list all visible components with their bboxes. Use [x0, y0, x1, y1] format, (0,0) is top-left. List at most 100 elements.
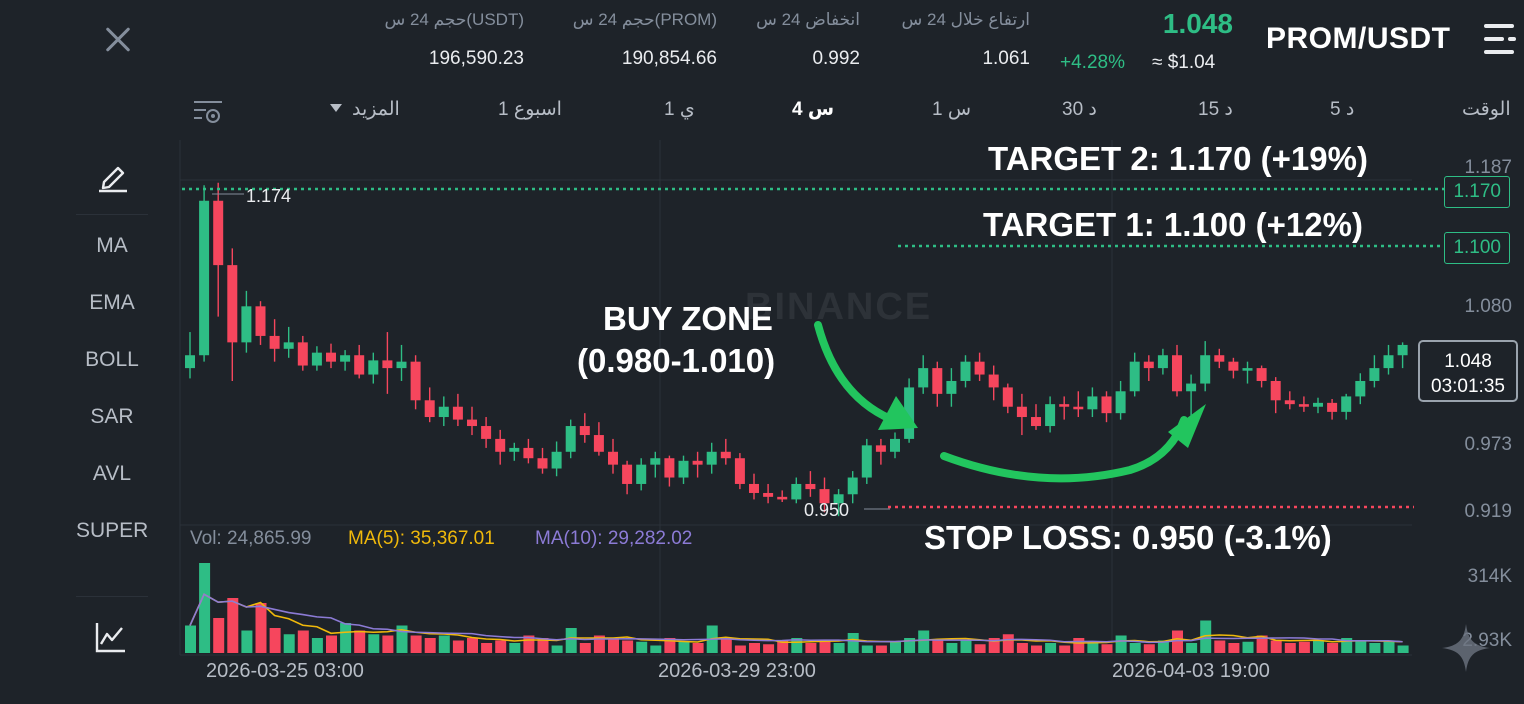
tool-super[interactable]: SUPER	[76, 519, 149, 542]
candle-body	[1369, 368, 1380, 381]
candle-body	[734, 458, 745, 484]
volume-bar	[1200, 620, 1212, 653]
volume-value: Vol: 24,865.99	[190, 528, 312, 549]
binance-watermark: BINANCE	[745, 286, 933, 328]
candle-body	[438, 406, 449, 418]
pair-title[interactable]: PROM/USDT	[1266, 22, 1451, 55]
candle-body	[904, 387, 915, 439]
volume-bar	[805, 643, 817, 653]
pencil-icon[interactable]	[96, 160, 130, 194]
candle-body	[1157, 355, 1168, 369]
buy-zone-annotation: BUY ZONE	[603, 300, 773, 337]
volume-bar	[227, 598, 239, 653]
candle-body	[396, 361, 407, 369]
tool-boll[interactable]: BOLL	[85, 348, 139, 371]
tool-sar[interactable]: SAR	[90, 405, 134, 428]
tool-avl[interactable]: AVL	[92, 462, 132, 485]
volume-axis-label: 314K	[1467, 566, 1512, 587]
indicator-chart-icon[interactable]	[94, 620, 128, 654]
timeframe-1h[interactable]: 1 س	[932, 99, 972, 120]
candle-body	[593, 435, 604, 452]
volume-bar	[1256, 635, 1268, 653]
volume-bar	[664, 638, 676, 653]
candle-body	[495, 438, 506, 452]
timeframe-15m[interactable]: 15 د	[1198, 99, 1233, 120]
volume-bar	[1172, 630, 1183, 653]
volume-bar	[636, 641, 648, 653]
candle-body	[551, 451, 562, 469]
volume-bar	[904, 638, 916, 653]
candle-body	[1101, 396, 1112, 414]
timeframe-5m[interactable]: 5 د	[1330, 99, 1355, 120]
candle-body	[1242, 368, 1253, 371]
volume-bar	[932, 640, 944, 653]
volume-bar	[297, 630, 309, 653]
menu-icon[interactable]	[1484, 22, 1516, 56]
timeframe-30m[interactable]: 30 د	[1062, 99, 1097, 120]
volume-bar	[481, 643, 493, 653]
candles	[185, 182, 1408, 517]
ma10-line	[189, 593, 1403, 644]
volume-bar	[777, 640, 789, 653]
candle-body	[861, 445, 872, 478]
timeframe-4h[interactable]: 4 س	[792, 99, 835, 120]
price-axis-label: 1.080	[1464, 296, 1512, 317]
volume-bar	[269, 628, 281, 653]
timeframe-more[interactable]: المزيد	[330, 98, 400, 121]
candle-body	[185, 355, 195, 369]
volume-bar	[1327, 643, 1339, 653]
candle-body	[1270, 380, 1281, 401]
volume-bar	[918, 630, 930, 653]
candle-body	[749, 483, 759, 493]
volume-bar	[467, 638, 478, 653]
volume-bar	[495, 640, 507, 653]
price-usd: ≈ $1.04	[1152, 52, 1216, 73]
candle-body	[368, 360, 379, 375]
volume-bar	[410, 635, 422, 653]
candle-body	[1383, 355, 1394, 369]
volume-bar	[1284, 643, 1296, 653]
candle-body	[960, 361, 971, 381]
volume-bar	[890, 641, 901, 653]
candle-body	[199, 200, 210, 356]
tool-ma[interactable]: MA	[96, 234, 128, 257]
candle-body	[1228, 361, 1239, 371]
chart-settings-icon[interactable]	[192, 98, 224, 126]
candle-body	[763, 492, 774, 497]
candle-body	[537, 458, 548, 469]
candle-body	[1298, 404, 1309, 407]
current-price-box: 1.048 03:01:35	[1418, 340, 1518, 402]
volume-bars	[185, 563, 1409, 653]
stat-value: 0.992	[812, 48, 860, 69]
volume-bar	[1059, 645, 1071, 653]
volume-bar	[1002, 634, 1014, 653]
candle-body	[1200, 355, 1211, 384]
candle-body	[565, 426, 576, 452]
timeframe-1d[interactable]: 1 ي	[664, 99, 695, 120]
tool-ema[interactable]: EMA	[89, 291, 135, 314]
candle-body	[227, 265, 238, 343]
candle-body	[1256, 368, 1267, 381]
candle-body	[1327, 402, 1338, 412]
volume-bar	[283, 634, 295, 653]
candle-body	[777, 496, 788, 500]
volume-bar	[678, 641, 690, 653]
volume-bar	[946, 643, 958, 653]
chart-grid	[179, 140, 1412, 656]
stat-low-24h: انخفاض 24 س 0.992	[756, 10, 860, 70]
volume-bar	[622, 640, 634, 653]
volume-bar	[1369, 643, 1381, 653]
volume-bar	[1242, 641, 1254, 653]
candle-body	[1214, 355, 1225, 362]
volume-bar	[1115, 635, 1127, 653]
volume-bar	[593, 635, 605, 653]
date-label: 2026-04-03 19:00	[1112, 660, 1270, 682]
high-price-tag: 1.174	[246, 186, 292, 206]
candle-body	[1172, 355, 1182, 392]
volume-bar	[1214, 640, 1226, 653]
timeframe-time[interactable]: الوقت	[1462, 99, 1511, 120]
stat-volume-prom: حجم 24 س(PROM) 190,854.66	[573, 10, 717, 70]
timeframe-1w[interactable]: 1 اسبوع	[498, 99, 562, 120]
volume-bar	[1313, 640, 1324, 653]
